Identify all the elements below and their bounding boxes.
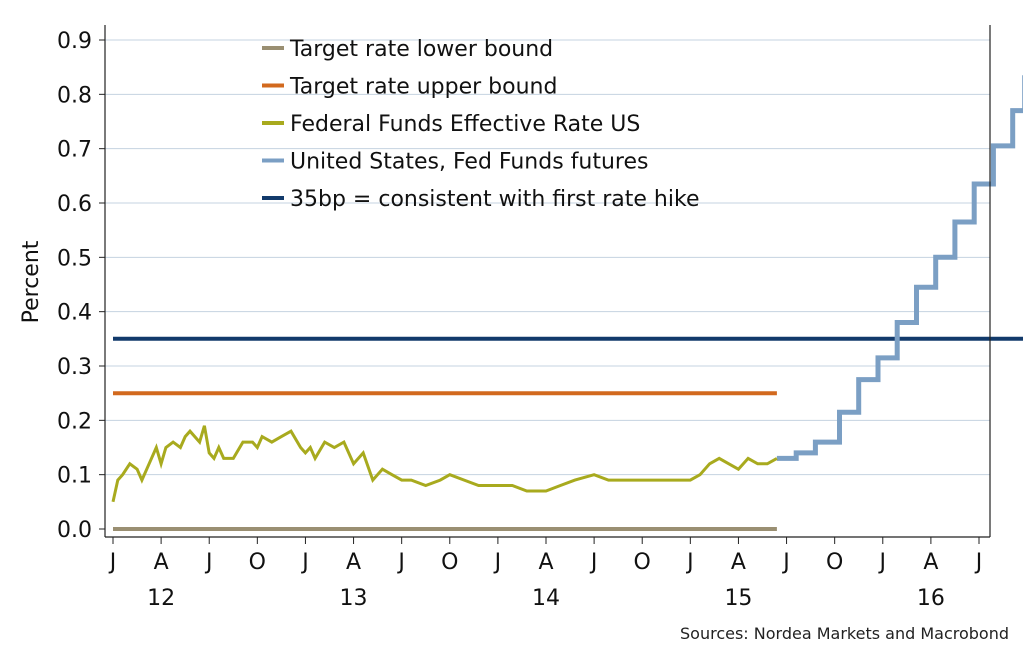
x-tick-label: J [974,550,983,575]
x-year-label: 16 [917,586,945,611]
x-tick-label: A [346,550,361,575]
x-tick-label: A [923,550,938,575]
y-tick-label: 0.4 [57,301,92,326]
legend-label: United States, Fed Funds futures [290,150,648,175]
x-tick-label: J [108,550,117,575]
x-tick-label: J [589,550,598,575]
x-tick-label: J [493,550,502,575]
axes [104,25,991,538]
x-tick-label: J [396,550,405,575]
series-layer [111,75,1023,531]
x-tick-label: A [538,550,553,575]
x-tick-label: J [878,550,887,575]
y-tick-label: 0.6 [57,192,92,217]
source-note: Sources: Nordea Markets and Macrobond [680,624,1009,643]
y-tick-label: 0.3 [57,355,92,380]
x-year-label: 14 [532,586,560,611]
y-tick-label: 0.9 [57,29,92,54]
series-line [776,75,1023,461]
x-year-label: 15 [724,586,752,611]
x-tick-label: J [685,550,694,575]
grid-lines [105,39,990,476]
x-tick-label: A [154,550,169,575]
x-tick-label: J [204,550,213,575]
series-line [111,425,778,503]
y-axis-title: Percent [19,240,44,323]
y-tick-label: 0.8 [57,83,92,108]
y-tick-label: 0.0 [57,518,92,543]
x-ticks: J A J O J A J O J A J O J A J O J A J 12 13 14 15 16 [108,537,983,611]
legend-label: 35bp = consistent with first rate hike [290,187,699,212]
y-tick-label: 0.2 [57,409,92,434]
y-tick-label: 0.7 [57,138,92,163]
x-tick-label: J [781,550,790,575]
y-ticks: 0.0 0.1 0.2 0.3 0.4 0.5 0.6 0.7 0.8 0.9 [57,29,105,543]
x-tick-label: J [300,550,309,575]
legend-label: Target rate upper bound [289,75,557,100]
legend-label: Target rate lower bound [289,37,553,62]
y-tick-label: 0.1 [57,464,92,489]
x-tick-label: O [634,550,651,575]
x-year-label: 13 [340,586,368,611]
x-tick-label: O [441,550,458,575]
legend-label: Federal Funds Effective Rate US [290,112,640,137]
x-tick-label: O [826,550,843,575]
x-tick-label: O [249,550,266,575]
legend: Target rate lower bound Target rate upper… [262,37,699,212]
y-tick-label: 0.5 [57,246,92,271]
x-year-label: 12 [147,586,175,611]
x-tick-label: A [731,550,746,575]
